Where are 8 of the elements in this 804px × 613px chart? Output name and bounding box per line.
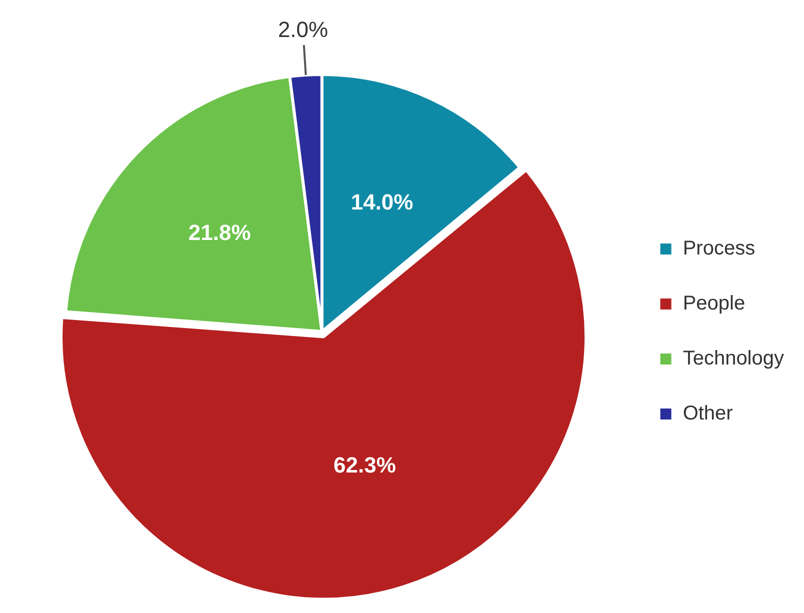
data-label: 62.3% bbox=[334, 452, 396, 478]
legend-label: People bbox=[682, 292, 746, 315]
data-label: 21.8% bbox=[188, 220, 251, 246]
data-label: 14.0% bbox=[350, 190, 414, 215]
data-label: 2.0% bbox=[278, 17, 328, 42]
legend-label: Technology bbox=[682, 348, 784, 370]
legend-label: Other bbox=[682, 402, 734, 425]
legend-label: Process bbox=[682, 238, 756, 260]
